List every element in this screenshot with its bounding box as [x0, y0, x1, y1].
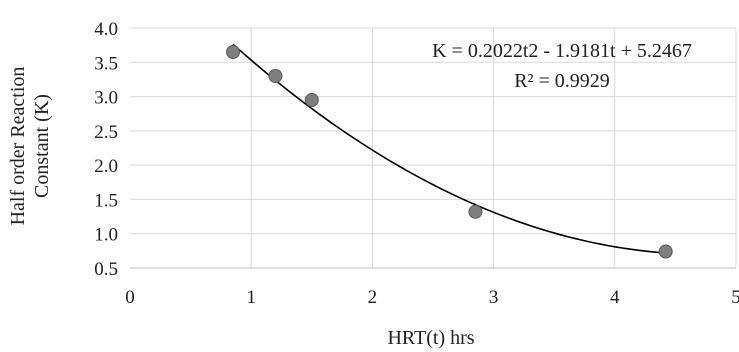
y-tick-label: 0.5	[94, 259, 118, 280]
y-tick-label: 1.5	[94, 190, 118, 211]
data-point	[304, 93, 319, 107]
y-tick-label: 1.0	[94, 225, 118, 246]
polynomial-trendline	[232, 43, 666, 254]
y-axis-title-line-2: Constant (K)	[31, 94, 53, 198]
x-tick-label: 5	[731, 287, 739, 308]
y-tick-label: 3.0	[94, 88, 118, 109]
data-point	[268, 69, 283, 83]
x-tick-labels: 0 1 2 3 4 5	[125, 287, 739, 308]
x-tick-label: 0	[125, 287, 135, 308]
x-tick-label: 2	[368, 287, 378, 308]
y-tick-labels: 0.5 1.0 1.5 2.0 2.5 3.0 3.5 4.0	[94, 19, 118, 280]
r-squared-label: R² = 0.9929	[514, 70, 610, 92]
y-axis-title-line-1: Half order Reaction	[7, 67, 29, 226]
x-gridlines	[250, 28, 737, 268]
y-tick-label: 4.0	[94, 19, 118, 40]
data-point	[658, 244, 673, 259]
data-point	[226, 45, 241, 59]
y-tick-label: 2.0	[94, 156, 118, 177]
data-point	[468, 204, 483, 219]
x-tick-label: 4	[610, 287, 620, 308]
x-axis-title: HRT(t) hrs	[387, 327, 474, 349]
y-tick-label: 2.5	[94, 122, 118, 143]
data-points	[226, 45, 673, 259]
trendline-equation: K = 0.2022t2 - 1.9181t + 5.2467	[432, 40, 692, 62]
x-tick-label: 3	[489, 287, 499, 308]
y-tick-label: 3.5	[94, 53, 118, 74]
x-tick-label: 1	[246, 287, 256, 308]
y-gridlines	[130, 27, 736, 235]
